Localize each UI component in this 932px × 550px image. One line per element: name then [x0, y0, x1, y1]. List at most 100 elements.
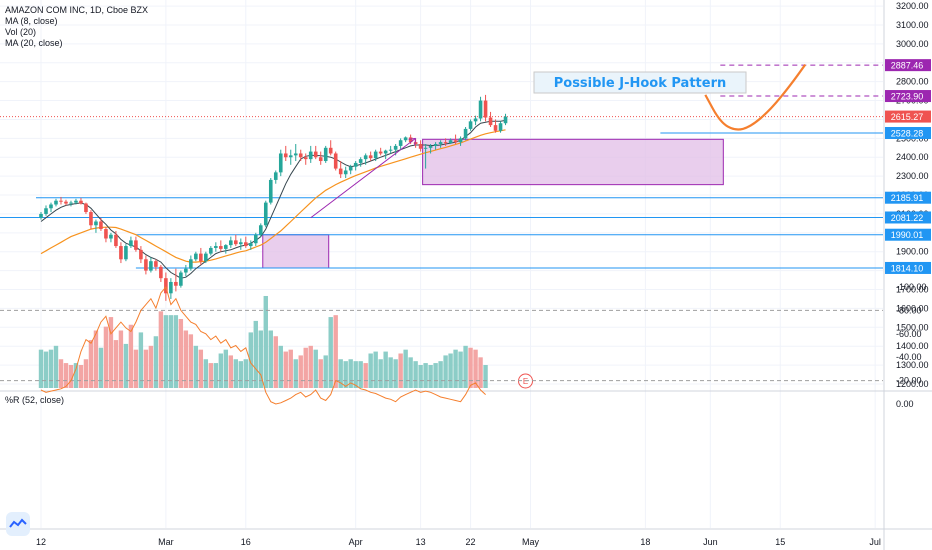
candle: [483, 94, 488, 122]
volume-bar: [268, 330, 273, 388]
candle: [119, 242, 123, 264]
volume-bar: [408, 357, 413, 388]
volume-bar: [453, 349, 458, 388]
volume-bar: [363, 363, 368, 388]
candle-body: [243, 242, 248, 247]
symbol-title: AMAZON COM INC, 1D, Cboe BZX: [5, 5, 149, 15]
volume-bar: [248, 332, 253, 388]
volume-bar: [418, 364, 423, 388]
candle-body: [288, 155, 293, 158]
candle: [433, 142, 438, 150]
candle-body: [124, 246, 128, 260]
candle: [189, 255, 193, 271]
volume-bar: [483, 364, 488, 388]
price-tick-label: 1600.00: [896, 303, 929, 313]
candle-body: [503, 116, 508, 124]
volume-bar: [318, 359, 323, 388]
j-hook-annotation: Possible J-Hook Pattern: [533, 71, 747, 94]
candle-body: [283, 153, 288, 158]
oscillator-tick-label: -100.00: [896, 282, 927, 292]
candle-body: [268, 179, 273, 203]
volume-bar: [108, 317, 114, 388]
candle: [428, 144, 433, 154]
candle-body: [433, 144, 438, 146]
consolidation-box-2: [422, 138, 724, 186]
candle: [149, 257, 153, 273]
time-tick-label: 13: [416, 537, 426, 547]
price-label-bg: [885, 59, 931, 72]
candle-body: [373, 151, 378, 159]
candle: [353, 161, 358, 171]
candle: [333, 151, 338, 171]
candle-body: [74, 200, 78, 203]
candle-body: [298, 153, 303, 158]
candle: [99, 217, 103, 231]
candle: [194, 251, 198, 262]
volume-bar: [173, 315, 179, 388]
candle-body: [59, 200, 63, 202]
time-axis: 12 Mar 16 Apr 13 22 May 18 Jun 15 Jul: [36, 537, 881, 547]
candle-body: [458, 138, 463, 143]
candle-body: [89, 212, 93, 226]
candle-body: [393, 145, 398, 150]
candle: [478, 96, 483, 122]
volume-bar: [163, 315, 169, 388]
candle: [268, 178, 273, 205]
candle: [74, 198, 78, 205]
candle-body: [159, 266, 163, 279]
candle-body: [403, 137, 408, 141]
volume-bar: [63, 363, 69, 388]
price-label-text: 2081.22: [891, 213, 924, 223]
volume-bar: [103, 326, 109, 388]
volume-bar: [98, 347, 104, 388]
candle: [129, 236, 133, 248]
candle-body: [209, 247, 213, 254]
candle-body: [348, 166, 353, 171]
oscillator-tick-label: -60.00: [896, 329, 922, 339]
candle-body: [64, 201, 68, 204]
candle-body: [253, 234, 258, 244]
volume-bar: [238, 361, 243, 388]
volume-bar: [143, 349, 149, 388]
candle: [358, 157, 363, 167]
volume-bar: [368, 353, 373, 388]
candle: [418, 140, 423, 152]
volume-bar: [113, 340, 119, 388]
oscillator-tick-label: -20.00: [896, 376, 922, 386]
price-label-2723.90: 2723.90: [885, 90, 931, 103]
candle-body: [473, 118, 478, 122]
volume-bar: [188, 334, 194, 388]
price-tick-label: 1700.00: [896, 285, 929, 295]
williams-r-line: [40, 285, 486, 405]
candle: [84, 202, 88, 214]
volume-bar: [58, 359, 64, 388]
volume-bar: [68, 364, 74, 388]
volume-bar: [88, 340, 94, 388]
tradingview-logo-icon[interactable]: [6, 512, 30, 536]
candle-body: [428, 145, 433, 148]
price-label-1990.01: 1990.01: [885, 228, 931, 241]
volume-bar: [168, 315, 174, 388]
candle: [313, 145, 318, 160]
ma20-line: [40, 129, 506, 263]
candlestick-series: [39, 94, 508, 301]
candle: [273, 170, 278, 184]
volume-bar: [358, 361, 363, 388]
candle-body: [94, 221, 98, 226]
price-tick-label: 3000.00: [896, 39, 929, 49]
candle-body: [358, 159, 363, 163]
price-tick-label: 1900.00: [896, 247, 929, 257]
candle: [179, 270, 183, 288]
volume-bar: [78, 364, 84, 388]
candle-body: [214, 246, 218, 248]
volume-bar: [303, 347, 308, 388]
price-label-bg: [885, 110, 931, 123]
volume-bar: [118, 330, 124, 388]
volume-bar: [148, 345, 154, 388]
candle-body: [383, 150, 388, 154]
candle: [54, 198, 58, 207]
candle-body: [323, 147, 328, 162]
candle-body: [109, 234, 113, 239]
candle-body: [154, 261, 158, 267]
